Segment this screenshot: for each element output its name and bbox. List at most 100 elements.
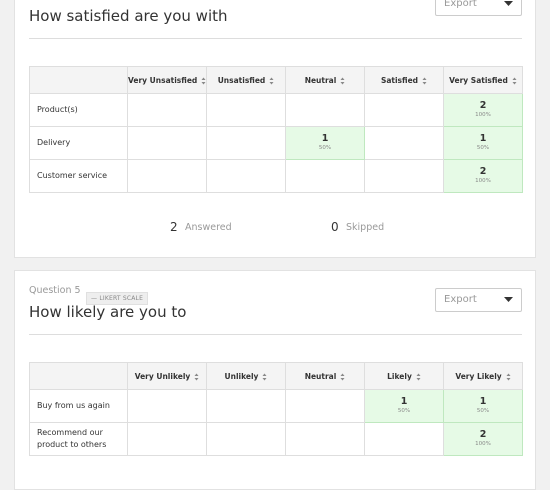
response-count: 1 <box>321 133 329 144</box>
results-table: Very Unlikely Unlikely Neutral Likely Very L… <box>29 362 523 456</box>
question-title: How satisfied are you with <box>29 7 228 25</box>
result-cell <box>364 422 444 456</box>
sort-icon <box>416 373 421 380</box>
result-cell: 1 50% <box>443 389 523 423</box>
caret <box>504 297 513 302</box>
caret <box>504 1 513 6</box>
row-label: Delivery <box>29 126 128 160</box>
table-row: Product(s) 2 100% <box>29 93 523 127</box>
response-percent: 100% <box>475 112 491 118</box>
response-percent: 100% <box>475 441 491 447</box>
question-title: How likely are you to <box>29 303 187 321</box>
answered-label: Answered <box>185 222 232 233</box>
result-cell: 2 100% <box>443 159 523 193</box>
column-label: Very Satisfied <box>449 75 508 85</box>
result-cell: 1 50% <box>364 389 444 423</box>
response-count: 2 <box>479 166 487 177</box>
column-label: Unlikely <box>224 371 259 381</box>
result-cell <box>206 126 286 160</box>
result-cell <box>285 389 365 423</box>
result-cell <box>285 93 365 127</box>
result-cell: 2 100% <box>443 422 523 456</box>
result-cell <box>364 126 444 160</box>
column-header[interactable]: Unlikely <box>206 362 286 390</box>
skipped-label: Skipped <box>346 222 385 233</box>
results-table: Very Unsatisfied Unsatisfied Neutral Satisf… <box>29 66 523 193</box>
export-dropdown[interactable]: Export <box>435 288 522 312</box>
sort-icon <box>340 77 345 84</box>
response-count: 2 <box>479 429 487 440</box>
result-cell <box>127 422 207 456</box>
header-row: Very Unsatisfied Unsatisfied Neutral Satisf… <box>29 66 523 94</box>
column-header[interactable]: Very Unlikely <box>127 362 207 390</box>
column-label: Very Unlikely <box>134 371 191 381</box>
column-header[interactable]: Neutral <box>285 66 365 94</box>
column-header[interactable]: Very Likely <box>443 362 523 390</box>
response-percent: 50% <box>397 408 411 414</box>
column-header[interactable]: Likely <box>364 362 444 390</box>
header-cell <box>29 66 128 94</box>
column-label: Unsatisfied <box>217 75 266 85</box>
result-cell <box>127 159 207 193</box>
row-label: Customer service <box>29 159 128 193</box>
column-label: Very Likely <box>455 371 502 381</box>
row-label: Recommend our product to others <box>29 422 128 456</box>
export-label: Export <box>444 294 477 305</box>
response-percent: 50% <box>476 145 490 151</box>
question-type-badge: — LIKERT SCALE <box>86 285 149 305</box>
column-header[interactable]: Very Unsatisfied <box>127 66 207 94</box>
divider <box>29 38 522 39</box>
column-header[interactable]: Unsatisfied <box>206 66 286 94</box>
response-count: 1 <box>400 396 408 407</box>
result-cell <box>206 389 286 423</box>
sort-icon <box>340 373 345 380</box>
response-count: 2 <box>479 100 487 111</box>
export-label: Export <box>444 0 477 9</box>
question-number: Question 5 <box>29 285 81 296</box>
skipped-count: 0 <box>331 220 339 234</box>
result-cell <box>364 93 444 127</box>
result-cell <box>127 389 207 423</box>
column-label: Very Unsatisfied <box>128 75 198 85</box>
response-count: 1 <box>479 133 487 144</box>
row-label: Product(s) <box>29 93 128 127</box>
sort-icon <box>512 77 517 84</box>
badge-text: LIKERT SCALE <box>99 295 144 302</box>
column-label: Neutral <box>304 75 337 85</box>
row-label: Buy from us again <box>29 389 128 423</box>
response-count: 1 <box>479 396 487 407</box>
header-row: Very Unlikely Unlikely Neutral Likely Very L… <box>29 362 523 390</box>
result-cell <box>285 422 365 456</box>
table-row: Customer service 2 100% <box>29 159 523 193</box>
result-cell <box>206 159 286 193</box>
sort-icon <box>201 77 206 84</box>
sort-icon <box>262 373 267 380</box>
export-dropdown[interactable]: Export <box>435 0 522 16</box>
result-cell <box>285 159 365 193</box>
result-cell: 1 50% <box>285 126 365 160</box>
result-cell <box>206 93 286 127</box>
page: How satisfied are you with Export Very Uns… <box>14 0 536 490</box>
answered-count: 2 <box>170 220 178 234</box>
table-row: Buy from us again 1 50% 1 50% <box>29 389 523 423</box>
column-label: Likely <box>387 371 412 381</box>
sort-icon <box>269 77 274 84</box>
column-label: Neutral <box>304 371 337 381</box>
result-cell <box>127 126 207 160</box>
column-header[interactable]: Neutral <box>285 362 365 390</box>
table-row: Recommend our product to others 2 100% <box>29 422 523 456</box>
response-percent: 50% <box>318 145 332 151</box>
badge: — LIKERT SCALE <box>86 292 149 305</box>
result-cell <box>364 159 444 193</box>
divider <box>29 334 522 335</box>
result-cell <box>127 93 207 127</box>
column-header[interactable]: Satisfied <box>364 66 444 94</box>
result-cell: 1 50% <box>443 126 523 160</box>
result-cell <box>206 422 286 456</box>
sort-icon <box>422 77 427 84</box>
column-label: Satisfied <box>380 75 419 85</box>
column-header[interactable]: Very Satisfied <box>443 66 523 94</box>
header-cell <box>29 362 128 390</box>
table-row: Delivery 1 50% 1 50% <box>29 126 523 160</box>
response-percent: 50% <box>476 408 490 414</box>
